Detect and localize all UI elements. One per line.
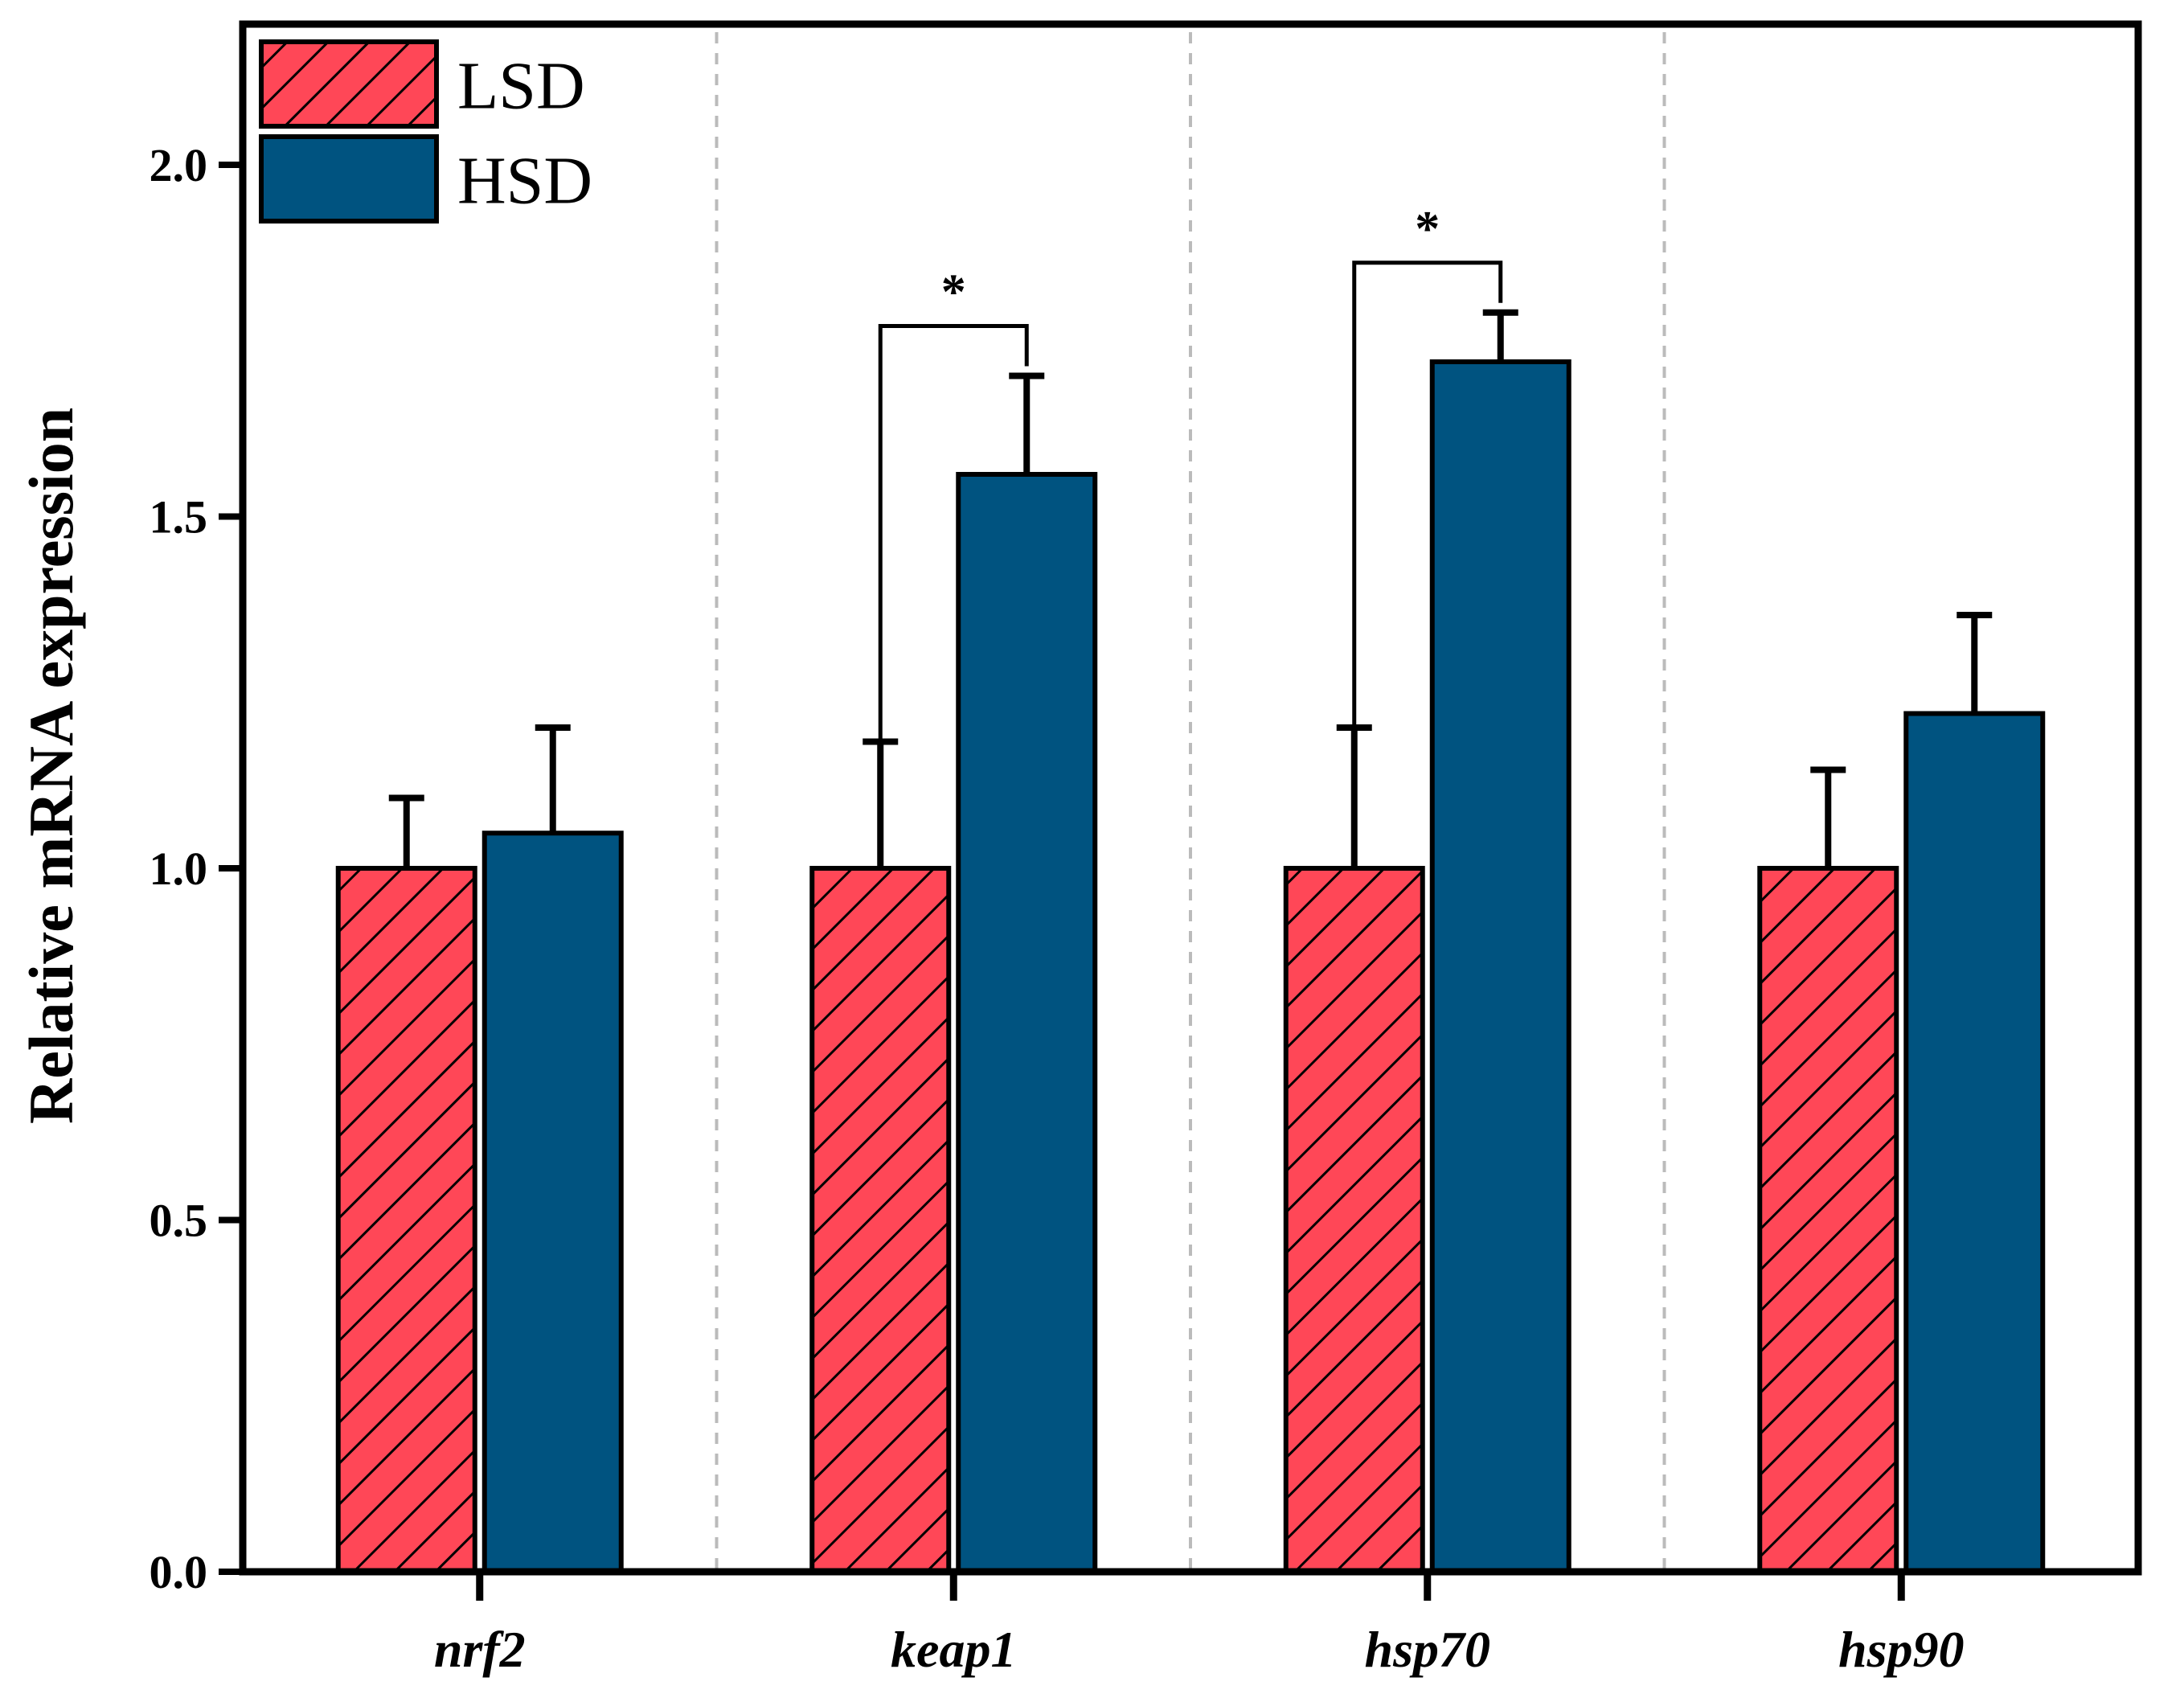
legend-swatch-lsd xyxy=(259,39,439,129)
y-tick-label: 1.5 xyxy=(150,491,208,543)
y-tick-label: 1.0 xyxy=(150,843,208,895)
bar-hsd-hsp90 xyxy=(1903,711,2046,1574)
bar-lsd-hsp90 xyxy=(1757,866,1899,1574)
legend-label-hsd: HSD xyxy=(457,144,592,219)
y-tick-label: 0.0 xyxy=(150,1546,208,1598)
legend-swatch-hsd xyxy=(259,134,439,224)
significance-marker-hsp70: * xyxy=(1415,202,1440,256)
significance-bracket-hsp70 xyxy=(1352,260,1503,728)
y-tick-label: 0.5 xyxy=(150,1195,208,1247)
plot-frame xyxy=(239,20,2142,1576)
category-label-hsp90: hsp90 xyxy=(1838,1621,1965,1678)
bar-lsd-hsp70 xyxy=(1283,866,1425,1574)
bar-lsd-nrf2 xyxy=(335,866,477,1574)
y-axis-title: Relative mRNA expression xyxy=(16,408,86,1124)
bar-lsd-keap1 xyxy=(809,866,952,1574)
category-label-nrf2: nrf2 xyxy=(434,1621,526,1678)
bar-hsd-hsp70 xyxy=(1429,359,1571,1574)
bar-hsd-nrf2 xyxy=(481,830,624,1574)
category-label-hsp70: hsp70 xyxy=(1365,1621,1491,1678)
plot-area: * * 0.0 0.5 1.0 1.5 2.0 nrf2 keap1 hsp70 hsp90 Rela… xyxy=(16,20,2142,1678)
legend-label-lsd: LSD xyxy=(457,49,585,124)
significance-marker-keap1: * xyxy=(941,265,966,320)
category-label-keap1: keap1 xyxy=(891,1621,1016,1678)
bar-hsd-keap1 xyxy=(956,472,1098,1574)
y-tick-label: 2.0 xyxy=(150,139,208,191)
significance-bracket-keap1 xyxy=(878,324,1029,742)
legend: LSD HSD xyxy=(259,39,592,224)
